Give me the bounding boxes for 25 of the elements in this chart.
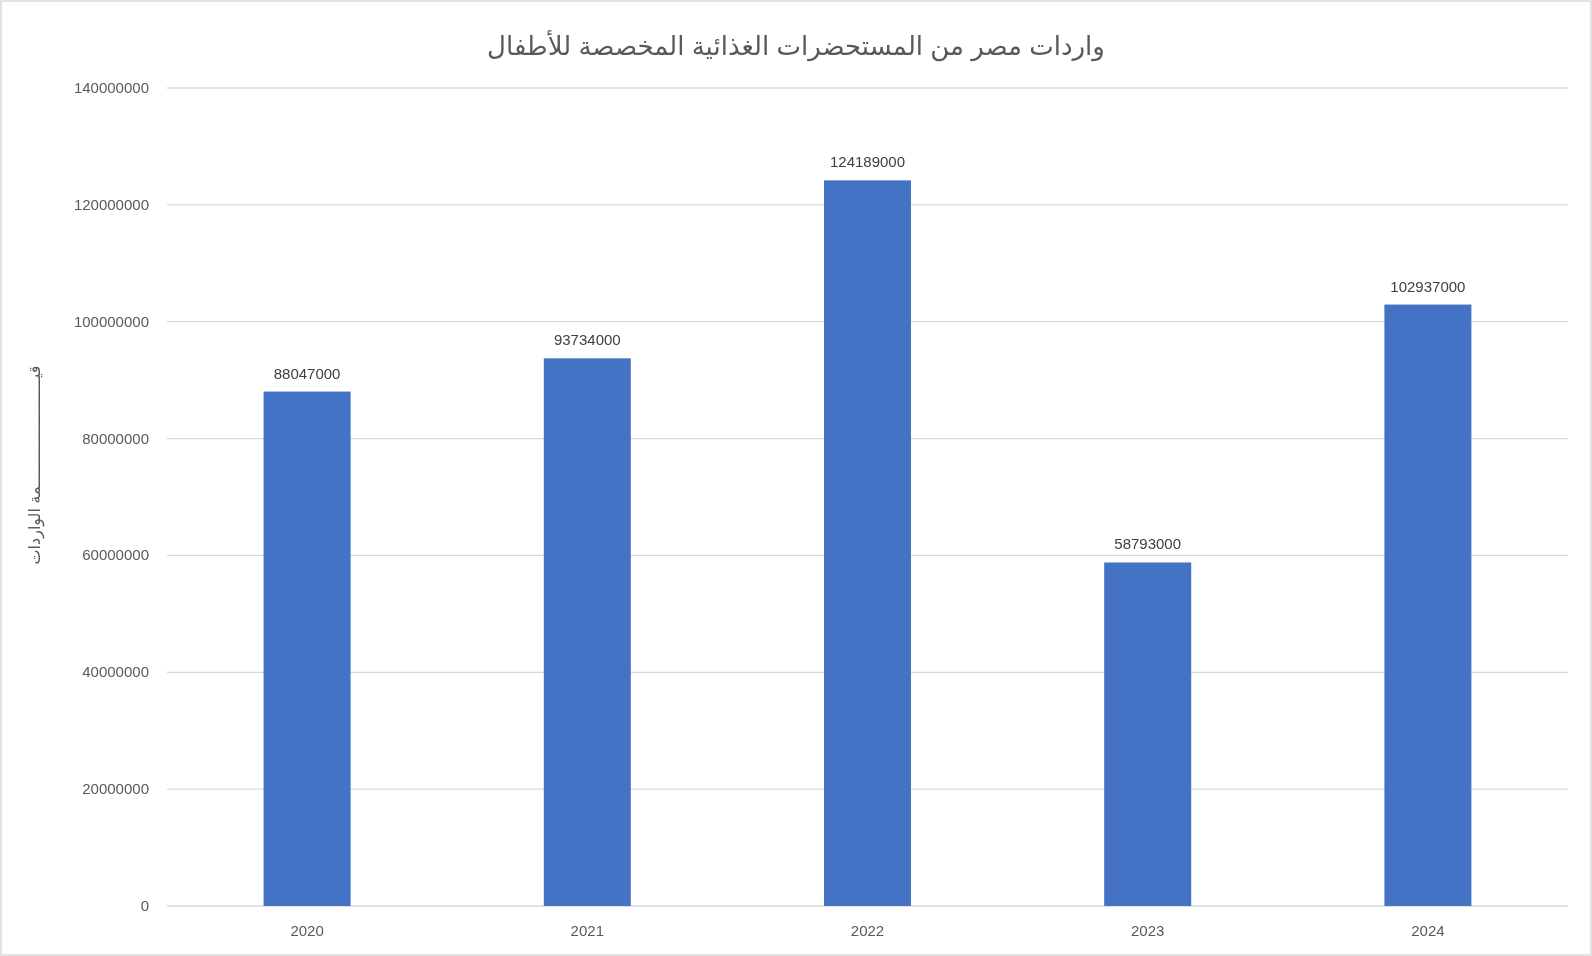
y-tick-label: 80000000: [82, 429, 149, 447]
bar: [824, 180, 911, 906]
y-tick-label: 40000000: [82, 663, 149, 681]
data-label: 88047000: [273, 364, 341, 382]
chart-title: واردات مصر من المستحضرات الغذائية المخصصة للأطفال: [487, 29, 1105, 62]
x-tick-label: 2020: [290, 922, 324, 939]
y-tick-label: 140000000: [73, 79, 149, 96]
bar: [543, 358, 631, 906]
data-label: 93734000: [553, 331, 621, 349]
bar: [1384, 304, 1472, 906]
data-label: 102937000: [1390, 277, 1466, 295]
x-tick-label: 2022: [850, 922, 885, 939]
y-tick-label: 20000000: [82, 780, 149, 798]
y-tick-label: 120000000: [73, 195, 149, 213]
x-tick-label: 2021: [570, 922, 604, 939]
bar: [1104, 562, 1192, 906]
bar: [263, 391, 351, 906]
y-tick-label: 60000000: [82, 546, 149, 564]
y-tick-label: 0: [140, 897, 149, 914]
y-axis-title: قيـــــــــــــــــــــــمة الواردات: [26, 365, 45, 565]
data-label: 58793000: [1114, 535, 1182, 553]
x-tick-label: 2024: [1411, 922, 1445, 939]
y-tick-label: 100000000: [73, 312, 149, 330]
data-label: 124189000: [829, 153, 906, 171]
x-tick-label: 2023: [1131, 922, 1165, 939]
